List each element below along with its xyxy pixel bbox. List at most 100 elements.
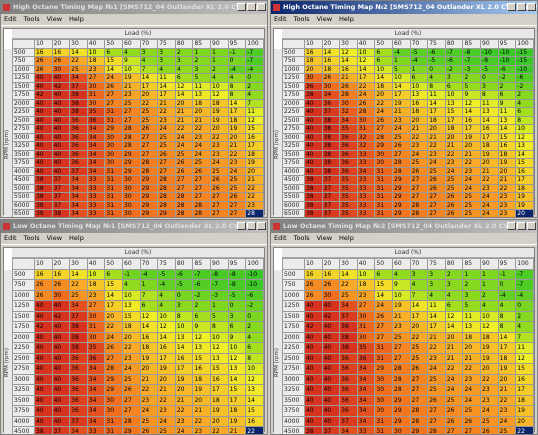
map-cell[interactable]: 22 xyxy=(245,183,264,193)
map-cell[interactable]: 30 xyxy=(122,192,141,202)
map-cell[interactable]: 8 xyxy=(497,310,517,322)
map-cell[interactable]: 6 xyxy=(104,268,123,280)
map-cell[interactable]: 18 xyxy=(427,115,446,125)
map-cell[interactable]: 40 xyxy=(33,166,53,176)
map-cell[interactable]: 12 xyxy=(356,56,376,66)
map-cell[interactable]: 20 xyxy=(515,415,534,427)
map-cell[interactable]: 40 xyxy=(303,141,323,151)
map-cell[interactable]: 26 xyxy=(427,175,446,185)
map-cell[interactable]: 27 xyxy=(374,331,393,343)
map-cell[interactable]: 28 xyxy=(427,426,446,434)
map-cell[interactable]: 27 xyxy=(210,209,229,217)
map-cell[interactable]: 16 xyxy=(303,268,323,280)
map-cell[interactable]: 36 xyxy=(69,124,88,134)
map-cell[interactable]: 28 xyxy=(392,363,411,375)
map-cell[interactable]: 22 xyxy=(245,192,264,202)
map-cell[interactable]: 35 xyxy=(339,175,358,185)
map-cell[interactable]: 25 xyxy=(174,149,194,159)
map-cell[interactable]: 34 xyxy=(356,405,376,417)
map-cell[interactable]: 23 xyxy=(86,289,106,301)
map-cell[interactable]: -8 xyxy=(227,268,247,280)
map-cell[interactable]: 27 xyxy=(104,352,123,364)
map-cell[interactable]: 27 xyxy=(174,183,194,193)
map-cell[interactable]: 15 xyxy=(192,352,212,364)
map-cell[interactable]: 10 xyxy=(392,289,411,301)
map-cell[interactable]: 27 xyxy=(427,405,446,417)
map-cell[interactable]: 31 xyxy=(374,209,393,217)
map-cell[interactable]: 16 xyxy=(174,352,194,364)
map-cell[interactable]: 24 xyxy=(104,331,123,343)
map-cell[interactable]: -7 xyxy=(192,268,212,280)
map-cell[interactable]: -4 xyxy=(157,279,176,291)
map-cell[interactable]: 21 xyxy=(122,81,141,91)
map-cell[interactable]: 30 xyxy=(104,158,123,168)
map-cell[interactable]: 24 xyxy=(139,405,159,417)
map-cell[interactable]: 24 xyxy=(409,149,429,159)
map-cell[interactable]: 21 xyxy=(427,331,446,343)
close-button[interactable] xyxy=(257,3,266,11)
map-cell[interactable]: 34 xyxy=(69,200,88,210)
map-cell[interactable]: -8 xyxy=(480,56,499,66)
map-cell[interactable]: 36 xyxy=(303,81,323,91)
map-cell[interactable]: 11 xyxy=(515,342,534,354)
map-cell[interactable]: 16 xyxy=(33,268,53,280)
map-cell[interactable]: 2 xyxy=(444,268,464,280)
map-cell[interactable]: 10 xyxy=(409,81,429,91)
map-cell[interactable]: 1 xyxy=(462,268,482,280)
map-cell[interactable]: -7 xyxy=(462,56,482,66)
map-cell[interactable]: 31 xyxy=(356,124,376,134)
map-cell[interactable]: 13 xyxy=(192,90,212,100)
map-cell[interactable]: 26 xyxy=(174,166,194,176)
map-cell[interactable]: 3 xyxy=(480,81,499,91)
map-cell[interactable]: 22 xyxy=(139,384,159,396)
map-cell[interactable]: 40 xyxy=(33,158,53,168)
map-cell[interactable]: 23 xyxy=(192,132,212,142)
map-cell[interactable]: 34 xyxy=(356,373,376,385)
map-cell[interactable]: 10 xyxy=(392,73,411,83)
map-cell[interactable]: 17 xyxy=(515,384,534,396)
map-cell[interactable]: 22 xyxy=(480,175,499,185)
map-cell[interactable]: -6 xyxy=(515,73,534,83)
map-cell[interactable]: 7 xyxy=(139,64,159,74)
map-cell[interactable]: -10 xyxy=(480,47,499,57)
map-cell[interactable]: 16 xyxy=(462,115,482,125)
map-cell[interactable]: 27 xyxy=(210,200,229,210)
map-cell[interactable]: 28 xyxy=(409,200,429,210)
map-cell[interactable]: 14 xyxy=(392,81,411,91)
map-cell[interactable]: 40 xyxy=(51,115,71,125)
map-cell[interactable]: 39 xyxy=(33,209,53,217)
map-cell[interactable]: 29 xyxy=(409,426,429,434)
map-cell[interactable]: 37 xyxy=(69,81,88,91)
map-cell[interactable]: 34 xyxy=(321,90,341,100)
map-cell[interactable]: 9 xyxy=(497,98,517,108)
map-cell[interactable]: 23 xyxy=(480,384,499,396)
map-cell[interactable]: 38 xyxy=(321,149,341,159)
map-cell[interactable]: 25 xyxy=(227,175,247,185)
map-cell[interactable]: 40 xyxy=(303,394,323,406)
map-cell[interactable]: 34 xyxy=(86,373,106,385)
map-cell[interactable]: 24 xyxy=(374,300,393,312)
map-cell[interactable]: 21 xyxy=(409,124,429,134)
map-cell[interactable]: 24 xyxy=(174,132,194,142)
map-cell[interactable]: 30 xyxy=(122,175,141,185)
map-cell[interactable]: 40 xyxy=(321,405,341,417)
map-cell[interactable]: 23 xyxy=(480,394,499,406)
map-cell[interactable]: 17 xyxy=(515,175,534,185)
map-cell[interactable]: 30 xyxy=(86,310,106,322)
map-cell[interactable]: 40 xyxy=(321,373,341,385)
map-cell[interactable]: 40 xyxy=(51,321,71,333)
maximize-button[interactable] xyxy=(517,222,526,230)
map-cell[interactable]: 37 xyxy=(69,166,88,176)
map-cell[interactable]: 26 xyxy=(444,415,464,427)
map-cell[interactable]: 23 xyxy=(427,352,446,364)
map-cell[interactable]: 18 xyxy=(139,342,159,354)
map-cell[interactable]: 19 xyxy=(139,352,159,364)
map-cell[interactable]: 0 xyxy=(427,64,446,74)
map-cell[interactable]: 30 xyxy=(374,394,393,406)
menu-item[interactable]: View xyxy=(46,234,63,242)
minimize-button[interactable] xyxy=(237,3,246,11)
map-cell[interactable]: 3 xyxy=(174,56,194,66)
map-cell[interactable]: 23 xyxy=(157,405,176,417)
map-cell[interactable]: 22 xyxy=(139,98,159,108)
map-cell[interactable]: 28 xyxy=(122,132,141,142)
